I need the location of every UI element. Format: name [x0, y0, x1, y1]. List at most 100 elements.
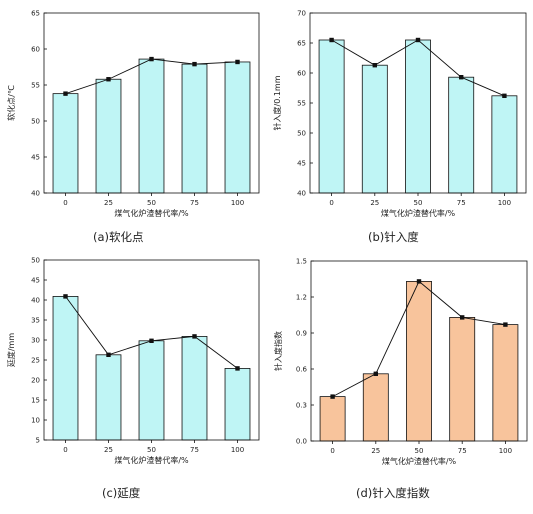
- x-tick-label: 50: [415, 447, 424, 455]
- x-axis-label: 煤气化炉渣替代率/%: [382, 456, 457, 466]
- bar-100: [492, 324, 519, 442]
- y-tick-label: 50: [297, 130, 306, 138]
- y-tick-label: 55: [297, 100, 306, 108]
- bar-50: [138, 58, 165, 194]
- point-25: [372, 63, 377, 68]
- x-axis-label: 煤气化炉渣替代率/%: [381, 208, 456, 218]
- y-tick-label: 45: [297, 160, 306, 168]
- y-tick-label: 0.6: [296, 366, 308, 374]
- y-tick-label: 25: [31, 357, 40, 365]
- x-tick-label: 50: [414, 199, 423, 207]
- y-tick-label: 5: [36, 437, 40, 445]
- bar-25: [361, 64, 388, 194]
- y-tick-label: 55: [31, 82, 40, 90]
- point-0: [63, 294, 68, 299]
- x-tick-label: 50: [147, 199, 156, 207]
- chart-penetration: 40 45 50 55 60 65 70 0 25 50 75 100 煤气化炉渣替代率/% 针入度/0.…: [272, 10, 527, 218]
- x-tick-label: 75: [457, 199, 466, 207]
- y-tick-label: 45: [31, 277, 40, 285]
- point-75: [460, 315, 465, 320]
- y-tick-label: 40: [31, 297, 40, 305]
- x-tick-label: 0: [63, 446, 67, 454]
- y-tick-label: 1.5: [296, 258, 307, 266]
- bar-50: [405, 39, 431, 194]
- point-75: [192, 61, 197, 67]
- y-tick-label: 50: [31, 118, 40, 126]
- y-tick-label: 15: [31, 397, 40, 405]
- x-tick-label: 50: [147, 446, 156, 454]
- x-tick-label: 75: [458, 447, 467, 455]
- y-tick-label: 45: [31, 154, 40, 162]
- y-tick-label: 0.9: [296, 330, 307, 338]
- y-tick-label: 35: [31, 317, 40, 325]
- bar-0: [52, 93, 79, 194]
- x-tick-label: 100: [498, 199, 511, 207]
- y-tick-label: 65: [31, 10, 40, 18]
- point-50: [149, 338, 154, 343]
- point-100: [503, 322, 508, 327]
- x-tick-label: 0: [329, 199, 333, 207]
- y-tick-label: 1.2: [296, 294, 307, 302]
- point-50: [149, 56, 154, 62]
- y-axis-label: 延度/mm: [6, 333, 16, 367]
- x-tick-label: 25: [371, 447, 380, 455]
- y-tick-label: 0.3: [296, 402, 307, 410]
- bar-50: [138, 340, 165, 441]
- point-25: [106, 77, 111, 82]
- x-tick-label: 25: [370, 199, 379, 207]
- y-tick-label: 60: [31, 46, 40, 54]
- bar-75: [448, 76, 475, 194]
- point-25: [373, 371, 378, 376]
- y-tick-label: 20: [31, 377, 40, 385]
- y-axis-label: 针入度指数: [273, 331, 283, 371]
- bar-25: [95, 78, 122, 194]
- point-100: [502, 93, 507, 98]
- bar-100: [491, 95, 518, 194]
- bar-100: [224, 61, 251, 194]
- caption-c: (c)延度: [102, 486, 141, 500]
- x-tick-label: 0: [330, 447, 334, 455]
- bar-75: [449, 317, 476, 442]
- x-tick-label: 100: [499, 447, 512, 455]
- y-axis-label: 针入度/0.1mm: [272, 75, 282, 130]
- bar-75: [181, 63, 208, 194]
- y-tick-label: 70: [297, 10, 306, 18]
- x-tick-label: 100: [231, 446, 244, 454]
- point-100: [235, 366, 240, 371]
- bar-0: [52, 296, 79, 441]
- x-tick-label: 75: [190, 446, 199, 454]
- point-50: [416, 279, 422, 284]
- x-tick-label: 75: [190, 199, 199, 207]
- chart-softening-point: 40 45 50 55 60 65 0 25 50 75 100 煤气化炉渣替代率/% 软化点/℃: [6, 10, 260, 218]
- y-axis-label: 软化点/℃: [6, 85, 16, 121]
- chart-ductility: 5 10 15 20 25 30 35 40 45 50 0 25 50 75 100 煤气化炉渣替代率/% 延…: [6, 257, 260, 465]
- point-0: [63, 91, 68, 96]
- point-50: [415, 37, 421, 43]
- bar-0: [319, 396, 346, 442]
- point-0: [329, 37, 334, 43]
- point-100: [235, 59, 240, 65]
- x-tick-label: 25: [104, 446, 113, 454]
- point-75: [459, 75, 464, 80]
- y-tick-label: 10: [31, 417, 40, 425]
- bar-100: [224, 368, 251, 441]
- caption-b: (b)针入度: [368, 230, 419, 244]
- y-tick-label: 60: [297, 70, 306, 78]
- y-tick-label: 65: [297, 40, 306, 48]
- x-tick-label: 0: [63, 199, 67, 207]
- bar-0: [318, 39, 345, 194]
- bar-75: [181, 336, 208, 441]
- chart-penetration-index: 0.0 0.3 0.6 0.9 1.2 1.5 0 25 50 75 100 煤气化炉渣替代率/% 针入…: [273, 258, 528, 466]
- bar-25: [362, 373, 389, 442]
- bar-25: [95, 354, 122, 441]
- point-75: [192, 334, 197, 339]
- point-0: [330, 394, 335, 399]
- y-tick-label: 30: [31, 337, 40, 345]
- x-axis-label: 煤气化炉渣替代率/%: [114, 455, 189, 465]
- x-axis-label: 煤气化炉渣替代率/%: [114, 208, 189, 218]
- bar-50: [406, 281, 432, 442]
- caption-a: (a)软化点: [93, 230, 144, 244]
- point-25: [106, 352, 111, 357]
- x-tick-label: 25: [104, 199, 113, 207]
- x-tick-label: 100: [231, 199, 244, 207]
